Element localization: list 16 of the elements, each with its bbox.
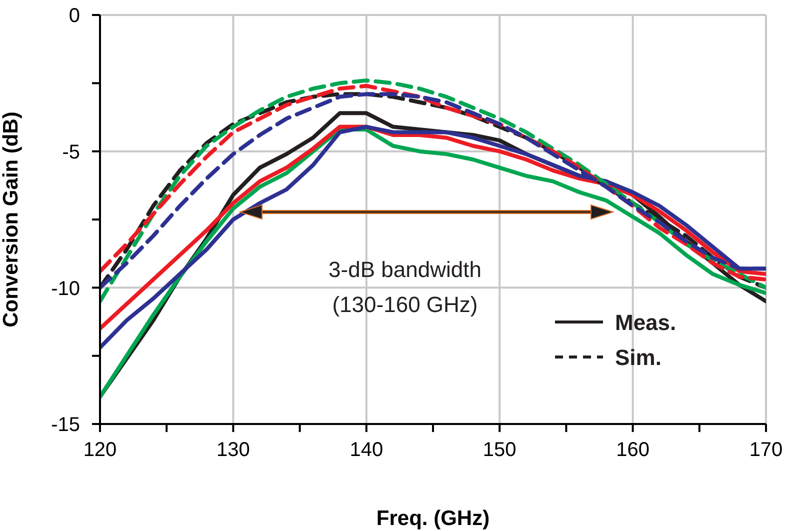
- y-tick-label: -15: [51, 414, 80, 436]
- x-tick-label: 150: [482, 439, 516, 462]
- legend-label: Meas.: [615, 310, 676, 335]
- x-tick-label: 140: [350, 439, 384, 462]
- x-axis-title: Freq. (GHz): [376, 507, 490, 530]
- y-tick-label: -5: [62, 141, 80, 164]
- y-axis-title: Conversion Gain (dB): [0, 112, 22, 328]
- y-tick-label: -10: [51, 278, 80, 300]
- x-tick-label: 120: [83, 439, 117, 462]
- x-tick-label: 170: [749, 439, 783, 462]
- x-tick-label: 160: [616, 439, 650, 462]
- x-tick-label: 130: [216, 439, 250, 462]
- y-tick-label: 0: [68, 5, 80, 28]
- annotation: 3-dB bandwidth: [328, 257, 482, 282]
- legend-label: Sim.: [615, 345, 662, 370]
- annotation: (130-160 GHz): [332, 292, 478, 317]
